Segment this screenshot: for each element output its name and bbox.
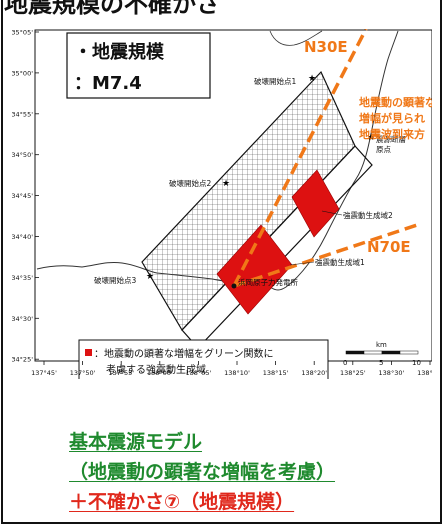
lon-tick-label: 137°55': [108, 369, 134, 377]
asperity-2: [291, 169, 340, 238]
lat-tick-label: 34°45': [12, 192, 33, 200]
lon-tick-label: 138°00': [147, 369, 173, 377]
origin-label-line1: 震源断層: [376, 134, 406, 144]
lon-tick-label: 137°45': [31, 369, 57, 377]
uncertainty-label: ＋不確かさ⑦（地震規模）: [69, 491, 295, 513]
n30e-label: N30E: [304, 38, 348, 56]
lon-tick-label: 138°30': [379, 369, 405, 377]
lon-tick-label: 138°05': [186, 369, 212, 377]
latitude-ticks: 35°05' 35°00' 34°55' 34°50' 34°45' 34°40' 34°3…: [12, 29, 39, 364]
legend-line1: ：地震動の顕著な増幅をグリーン関数に: [94, 347, 274, 360]
rupture-start-3-star: ★: [146, 272, 154, 282]
scale-bar: km 0 5 10: [343, 341, 421, 367]
origin-label-line2: 原点: [376, 145, 391, 154]
lat-tick-label: 34°55': [12, 110, 33, 118]
legend-asperity-swatch: [85, 349, 92, 356]
lon-tick-label: 138°10': [224, 369, 250, 377]
asperity-2-label: 強震動生成域2: [343, 210, 393, 220]
n70e-direction-line: [233, 222, 421, 288]
legend-box: [78, 339, 329, 379]
callout-line1: 地震動の顕著な: [359, 95, 432, 109]
rupture-start-2-star: ★: [222, 179, 230, 189]
base-model-label: 基本震源モデル: [69, 431, 203, 453]
lon-tick-label: 138°25': [340, 369, 366, 377]
bay-outline: [269, 30, 323, 46]
lat-tick-label: 34°30': [12, 315, 33, 323]
legend-line2: 考慮する強震動生成域: [106, 363, 206, 376]
lon-tick-label: 137°50': [70, 369, 96, 377]
magnitude-line1: ・地震規模: [74, 41, 165, 63]
scale-tick-0: 0: [343, 359, 347, 367]
slide-title: 地震規模の不確かさ: [4, 0, 220, 18]
magnitude-box: [66, 32, 211, 99]
power-plant-label: 浜岡原子力発電所: [238, 277, 298, 287]
scale-unit: km: [376, 341, 387, 349]
origin-star: ★: [367, 133, 375, 143]
lon-tick-label: 138°20': [301, 369, 327, 377]
rupture-start-1-label: 破壊開始点1: [254, 76, 296, 86]
lat-tick-label: 34°40': [12, 233, 33, 241]
longitude-ticks: 137°45' 137°50' 137°55' 138°00' 138°05' 138°1…: [31, 361, 432, 377]
callout-line3: 地震波到来方: [359, 127, 425, 141]
lat-tick-label: 34°35': [12, 274, 33, 282]
amplification-label: （地震動の顕著な増幅を考慮）: [69, 461, 336, 483]
rupture-start-1-star: ★: [308, 74, 316, 84]
asperity-1-label: 強震動生成域1: [315, 257, 365, 267]
lat-tick-label: 34°25': [12, 356, 33, 364]
n30e-direction-line: [232, 29, 368, 287]
lat-tick-label: 35°05': [12, 29, 33, 37]
callout-line2: 増幅が見られ: [359, 111, 425, 125]
lat-tick-label: 35°00': [12, 69, 33, 77]
scale-tick-10: 10: [412, 359, 421, 367]
power-plant-marker: [231, 283, 237, 289]
n70e-label: N70E: [367, 238, 411, 256]
rupture-start-3-label: 破壊開始点3: [94, 275, 136, 285]
scale-tick-5: 5: [379, 359, 383, 367]
lat-tick-label: 34°50': [12, 151, 33, 159]
fault-map: ★ ★ ★ ★ 破壊開始点1 破壊開始点2 破壊開始点3 震源断層 原点 強震動…: [12, 29, 432, 379]
asperity-1-leader: [289, 261, 315, 266]
asperity-2-leader: [321, 210, 343, 216]
magnitude-line2: ：M7.4: [74, 73, 142, 94]
lon-tick-label: 138°15': [263, 369, 289, 377]
rupture-start-2-label: 破壊開始点2: [169, 178, 211, 188]
lon-tick-label: 138°35': [417, 369, 432, 377]
